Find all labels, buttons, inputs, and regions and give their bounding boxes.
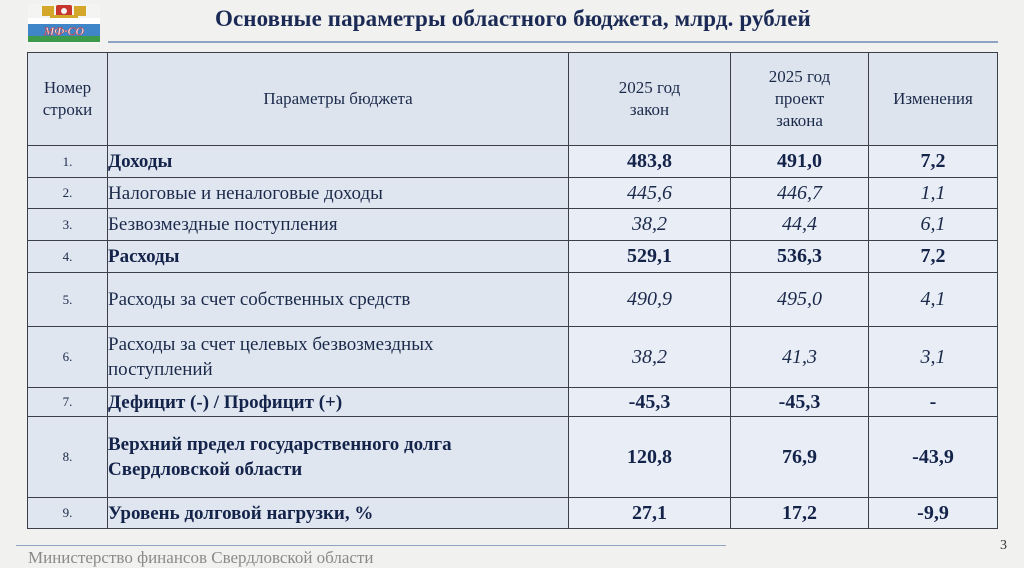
row-parameter: Расходы за счет целевых безвозмездных по… xyxy=(107,326,569,388)
value-change: 6,1 xyxy=(868,208,998,241)
value-draft: 17,2 xyxy=(730,497,869,529)
column-header-2025-draft: 2025 год проект закона xyxy=(730,52,869,146)
page-number: 3 xyxy=(1000,538,1007,553)
value-law: 483,8 xyxy=(568,145,731,178)
row-parameter: Налоговые и неналоговые доходы xyxy=(107,177,569,209)
table-row: 5. Расходы за счет собственных средств 4… xyxy=(27,272,998,327)
row-number: 9. xyxy=(27,497,108,529)
coat-of-arms-icon: МФ·СО xyxy=(28,4,100,44)
row-parameter: Доходы xyxy=(107,145,569,178)
row-number: 7. xyxy=(27,387,108,417)
row-number: 3. xyxy=(27,208,108,241)
value-change: 7,2 xyxy=(868,240,998,273)
value-law: 490,9 xyxy=(568,272,731,327)
page-title: Основные параметры областного бюджета, м… xyxy=(215,6,811,31)
footer-ministry-name: Министерство финансов Свердловской облас… xyxy=(28,548,374,567)
value-change: -9,9 xyxy=(868,497,998,529)
table-row: 7. Дефицит (-) / Профицит (+) -45,3 -45,… xyxy=(27,387,998,417)
row-number: 6. xyxy=(27,326,108,388)
value-law: 38,2 xyxy=(568,208,731,241)
column-header-row-number: Номер строки xyxy=(27,52,108,146)
row-parameter: Верхний предел государственного долга Св… xyxy=(107,416,569,498)
value-change: 1,1 xyxy=(868,177,998,209)
value-law: 38,2 xyxy=(568,326,731,388)
value-draft: 446,7 xyxy=(730,177,869,209)
value-change: 7,2 xyxy=(868,145,998,178)
footer-divider xyxy=(16,545,726,546)
value-draft: 491,0 xyxy=(730,145,869,178)
value-change: - xyxy=(868,387,998,417)
row-parameter: Уровень долговой нагрузки, % xyxy=(107,497,569,529)
value-change: 4,1 xyxy=(868,272,998,327)
value-draft: 76,9 xyxy=(730,416,869,498)
table-row: 8. Верхний предел государственного долга… xyxy=(27,416,998,498)
value-draft: 536,3 xyxy=(730,240,869,273)
column-header-changes: Изменения xyxy=(868,52,998,146)
table-row: 2. Налоговые и неналоговые доходы 445,6 … xyxy=(27,177,998,209)
ministry-logo: МФ·СО xyxy=(28,4,100,44)
value-draft: 495,0 xyxy=(730,272,869,327)
row-number: 5. xyxy=(27,272,108,327)
column-header-2025-law: 2025 год закон xyxy=(568,52,731,146)
value-change: -43,9 xyxy=(868,416,998,498)
row-parameter: Дефицит (-) / Профицит (+) xyxy=(107,387,569,417)
value-law: 120,8 xyxy=(568,416,731,498)
row-number: 8. xyxy=(27,416,108,498)
table-row: 6. Расходы за счет целевых безвозмездных… xyxy=(27,326,998,388)
row-number: 1. xyxy=(27,145,108,178)
column-header-parameters: Параметры бюджета xyxy=(107,52,569,146)
svg-text:МФ·СО: МФ·СО xyxy=(43,24,85,38)
row-parameter: Расходы xyxy=(107,240,569,273)
table-row: 3. Безвозмездные поступления 38,2 44,4 6… xyxy=(27,208,998,241)
value-law: -45,3 xyxy=(568,387,731,417)
table-row: 9. Уровень долговой нагрузки, % 27,1 17,… xyxy=(27,497,998,529)
table-header-row: Номер строки Параметры бюджета 2025 год … xyxy=(27,52,998,146)
row-parameter: Безвозмездные поступления xyxy=(107,208,569,241)
value-law: 27,1 xyxy=(568,497,731,529)
table-row: 1. Доходы 483,8 491,0 7,2 xyxy=(27,145,998,178)
value-change: 3,1 xyxy=(868,326,998,388)
row-number: 4. xyxy=(27,240,108,273)
value-draft: 44,4 xyxy=(730,208,869,241)
value-law: 529,1 xyxy=(568,240,731,273)
value-law: 445,6 xyxy=(568,177,731,209)
value-draft: 41,3 xyxy=(730,326,869,388)
title-divider xyxy=(108,41,998,43)
value-draft: -45,3 xyxy=(730,387,869,417)
row-number: 2. xyxy=(27,177,108,209)
row-parameter: Расходы за счет собственных средств xyxy=(107,272,569,327)
table-row: 4. Расходы 529,1 536,3 7,2 xyxy=(27,240,998,273)
budget-table: Номер строки Параметры бюджета 2025 год … xyxy=(27,52,998,529)
